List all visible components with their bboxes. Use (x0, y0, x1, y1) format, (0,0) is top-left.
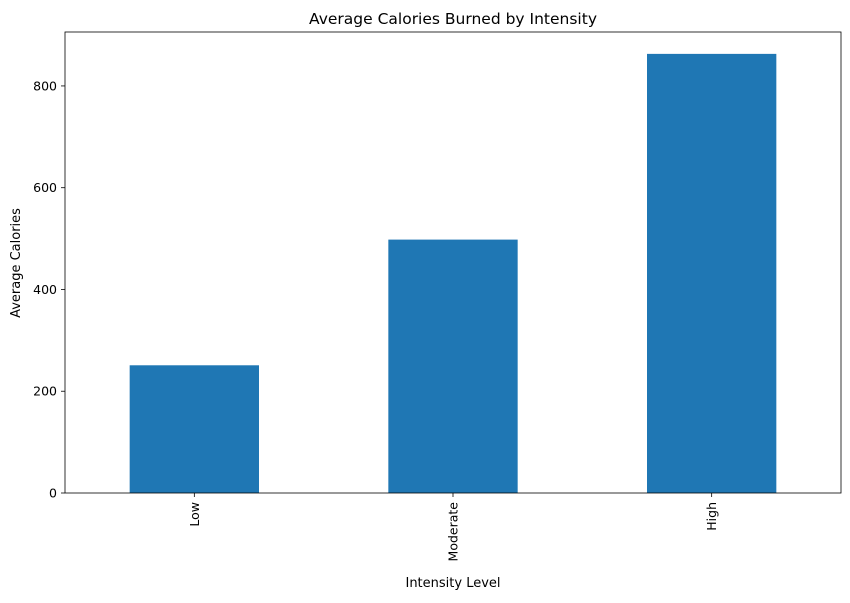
x-tick-label: Low (187, 502, 202, 527)
y-axis-label: Average Calories (9, 208, 24, 318)
y-tick-label: 800 (33, 78, 57, 93)
y-tick-label: 0 (49, 486, 57, 501)
chart-title: Average Calories Burned by Intensity (309, 10, 597, 28)
x-axis-label: Intensity Level (405, 576, 500, 591)
bar-high (647, 54, 776, 493)
bar-moderate (388, 240, 517, 493)
bar-low (130, 365, 259, 493)
y-tick-label: 200 (33, 384, 57, 399)
x-tick-label: Moderate (446, 502, 461, 562)
plot-area: 0 200 400 600 800 Low Moderate High (33, 32, 841, 561)
y-tick-label: 400 (33, 282, 57, 297)
y-tick-label: 600 (33, 180, 57, 195)
x-tick-label: High (704, 502, 719, 531)
